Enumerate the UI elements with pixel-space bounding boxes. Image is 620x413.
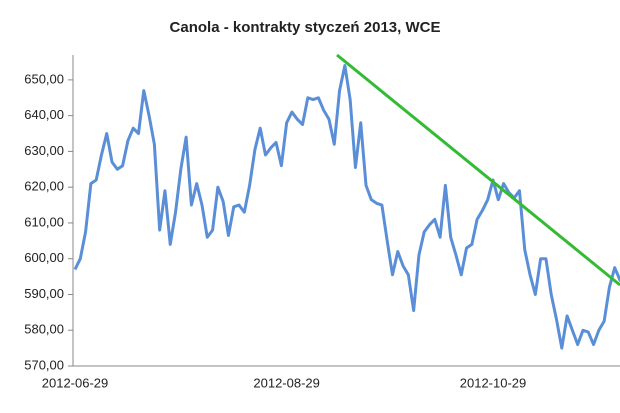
x-tick-label: 2012-08-29 (253, 375, 320, 390)
y-tick-label: 640,00 (24, 107, 64, 122)
y-tick-label: 580,00 (24, 322, 64, 337)
trend-line (336, 53, 620, 287)
chart-title: Canola - kontrakty styczeń 2013, WCE (170, 19, 441, 36)
y-tick-label: 650,00 (24, 71, 64, 86)
data-line (73, 64, 620, 350)
y-tick-label: 600,00 (24, 250, 64, 265)
x-tick-label: 2012-06-29 (42, 375, 109, 390)
x-tick-label: 2012-10-29 (460, 375, 527, 390)
y-tick-label: 630,00 (24, 143, 64, 158)
plot-area: 570,00 580,00 590,00 600,00 610,00 620,00 630,… (24, 64, 620, 390)
y-tick-label: 610,00 (24, 214, 64, 229)
y-tick-label: 590,00 (24, 286, 64, 301)
y-tick-label: 620,00 (24, 179, 64, 194)
y-tick-label: 570,00 (24, 357, 64, 372)
